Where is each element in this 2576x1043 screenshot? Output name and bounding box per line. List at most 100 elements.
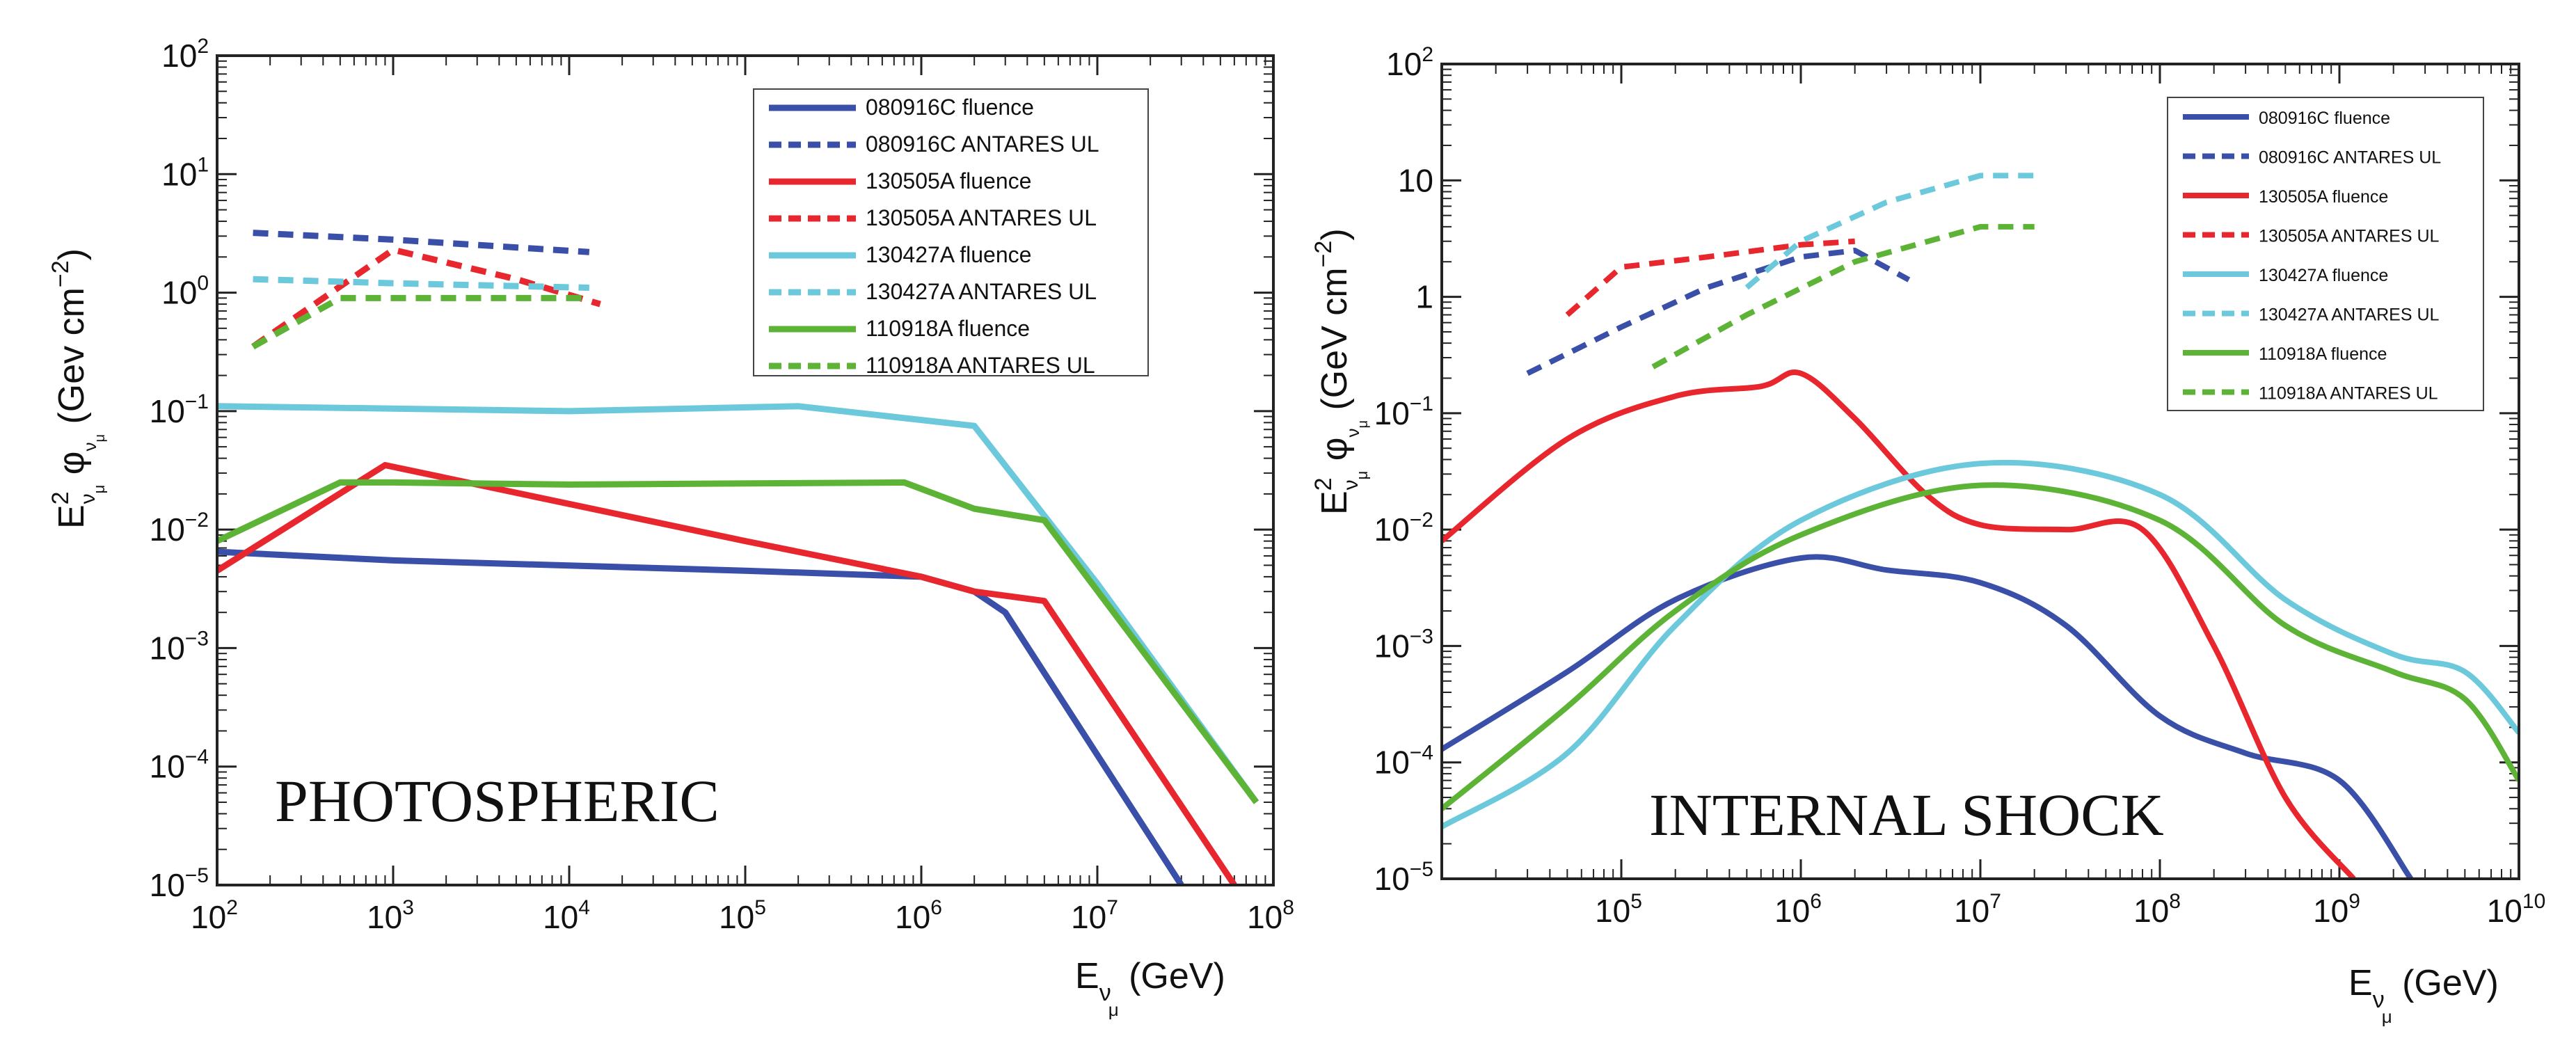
y-axis-label-phi: φ	[51, 452, 92, 485]
y-axis-label-main: E	[51, 504, 92, 529]
x-axis-ticks: 105 106 107 108 109 1010	[1595, 64, 2545, 929]
x-tick-base: 10	[367, 899, 402, 935]
x-tick-label: 108	[1247, 896, 1294, 935]
x-tick-label: 102	[191, 896, 238, 935]
x-tick-base: 10	[1595, 893, 1630, 929]
series-line-110918a-antares-ul	[1651, 223, 2035, 369]
x-axis-label-main: E	[2348, 963, 2373, 1003]
y-tick-base: 10	[1398, 162, 1433, 198]
x-tick-base: 10	[2313, 893, 2348, 929]
y-tick-base: 10	[1374, 861, 1410, 897]
y-tick-base: 10	[161, 156, 197, 192]
legend-label-110918a-antares-ul: 110918A ANTARES UL	[2259, 384, 2438, 404]
x-tick-exponent: 5	[754, 896, 766, 919]
series-line-130427a-antares-ul	[1744, 173, 2035, 290]
series-line-130505a-antares-ul	[251, 246, 601, 349]
x-tick-base: 10	[1247, 899, 1282, 935]
y-axis-label-phi-sub-mu: μ	[1355, 420, 1371, 429]
series-line-080916c-antares-ul	[1526, 248, 1911, 376]
legend-label-110918a-antares-ul: 110918A ANTARES UL	[866, 353, 1095, 378]
y-tick-label: 102	[161, 35, 209, 74]
legend-label-130427a-fluence: 130427A fluence	[866, 242, 1031, 267]
y-tick-label: 100	[161, 272, 209, 311]
plot-frame	[216, 54, 1275, 886]
y-tick-base: 10	[1374, 395, 1410, 431]
y-tick-base: 10	[1386, 46, 1422, 82]
x-tick-label: 105	[1595, 890, 1642, 929]
x-tick-exponent: 6	[930, 896, 942, 919]
y-tick-base: 10	[1374, 745, 1410, 781]
y-axis-label-sub-nu: ν	[1339, 479, 1362, 490]
y-tick-base: 10	[150, 511, 185, 548]
x-tick-exponent: 4	[578, 896, 590, 919]
y-tick-base: 1	[1415, 279, 1433, 315]
x-axis-label-main: E	[1075, 956, 1099, 996]
x-tick-base: 10	[719, 899, 754, 935]
y-tick-base: 10	[150, 630, 185, 666]
y-axis-label: E2 νμ φνμ (Gev cm−2)	[47, 248, 108, 529]
y-tick-label: 10−2	[1374, 509, 1433, 548]
y-axis-label-sub-nu: ν	[77, 493, 100, 504]
y-tick-label: 102	[1386, 43, 1433, 82]
y-tick-exponent: −5	[185, 864, 209, 887]
x-tick-label: 106	[1774, 890, 1822, 929]
x-tick-label: 109	[2313, 890, 2360, 929]
panel-label: INTERNAL SHOCK	[1649, 781, 2164, 848]
x-tick-base: 10	[2487, 893, 2522, 929]
x-tick-base: 10	[1774, 893, 1810, 929]
y-axis-label-unit: (Gev cm	[51, 287, 92, 434]
y-tick-label: 10−1	[1374, 392, 1433, 431]
y-tick-label: 10−2	[150, 509, 209, 548]
x-axis-label-sub-nu: ν	[2373, 987, 2385, 1013]
x-axis-label: Eν μ (GeV)	[2348, 963, 2499, 1027]
series-line-130427a-fluence	[1442, 459, 2519, 829]
x-tick-base: 10	[2133, 893, 2169, 929]
legend-label-080916c-antares-ul: 080916C ANTARES UL	[866, 132, 1099, 157]
y-axis-label-phi: φ	[1314, 438, 1355, 471]
x-axis-ticks: 102 103 104 105 106 107 108	[191, 56, 1294, 935]
x-axis-label-sub-mu: μ	[1108, 999, 1119, 1020]
y-tick-exponent: −5	[1410, 858, 1433, 881]
y-tick-label: 10−3	[1374, 625, 1433, 664]
y-axis-label-unit-close: )	[1314, 228, 1355, 240]
y-tick-label: 10	[1398, 162, 1433, 198]
y-axis-label-phi-sub-mu: μ	[93, 434, 108, 443]
y-axis-label-unit-sup: −2	[1310, 241, 1337, 268]
x-tick-label: 104	[543, 896, 590, 935]
y-tick-label: 10−4	[150, 746, 209, 785]
y-tick-exponent: 0	[197, 272, 209, 295]
series-line-110918a-fluence	[217, 479, 1259, 804]
y-tick-exponent: −3	[1410, 625, 1433, 648]
y-tick-label: 10−4	[1374, 742, 1433, 781]
x-axis-label-unit: (GeV)	[1119, 956, 1225, 996]
series-line-130427a-antares-ul	[253, 276, 589, 291]
minor-ticks	[1442, 64, 2519, 879]
y-axis-label-sup: 2	[47, 491, 74, 504]
series-line-130427a-fluence	[217, 403, 1259, 804]
y-tick-label: 10−3	[150, 627, 209, 666]
y-tick-base: 10	[1374, 511, 1410, 548]
series-line-080916c-antares-ul	[253, 230, 590, 255]
legend: 080916C fluence 080916C ANTARES UL 130505A…	[753, 88, 1149, 378]
y-tick-label: 10−5	[150, 864, 209, 903]
chart-panel-internal-shock: 105 106 107 108 109 101010−510−410−310−210−11…	[1310, 43, 2545, 1027]
y-axis-label: E2 νμ φνμ (GeV cm−2)	[1310, 228, 1371, 515]
legend-label-110918a-fluence: 110918A fluence	[866, 316, 1030, 341]
y-axis-label-sub-mu: μ	[1353, 471, 1371, 480]
x-tick-exponent: 7	[1989, 890, 2001, 913]
y-tick-base: 10	[150, 749, 185, 785]
x-tick-exponent: 10	[2522, 890, 2545, 913]
x-tick-base: 10	[191, 899, 226, 935]
y-tick-base: 10	[150, 867, 185, 903]
x-axis-label-unit: (GeV)	[2392, 963, 2499, 1003]
y-tick-exponent: −3	[185, 627, 209, 650]
legend-label-130427a-fluence: 130427A fluence	[2259, 266, 2388, 285]
series-line-130505a-fluence	[1442, 369, 2356, 879]
legend-label-110918a-fluence: 110918A fluence	[2259, 344, 2387, 364]
y-tick-exponent: −1	[185, 390, 209, 413]
y-tick-label: 10−1	[150, 390, 209, 429]
x-tick-label: 105	[719, 896, 766, 935]
